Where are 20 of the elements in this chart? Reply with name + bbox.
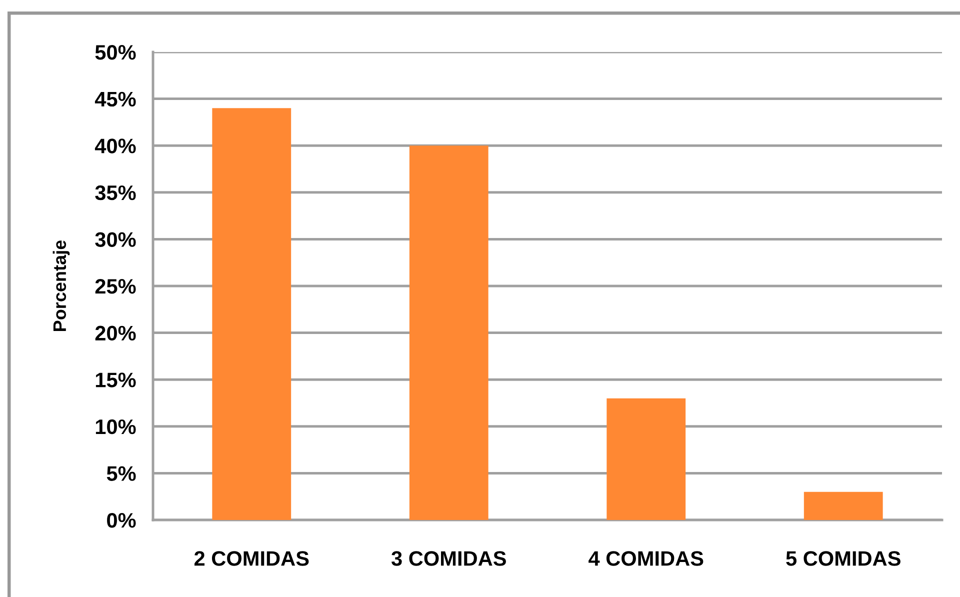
y-axis-title: Porcentaje (52, 240, 70, 331)
y-tick-label: 30% (95, 232, 136, 247)
y-tick-label: 10% (96, 419, 136, 434)
y-tick-label: 0% (107, 513, 136, 528)
x-tick-label: 4 COMIDAS (588, 551, 704, 566)
y-tick-label: 20% (95, 326, 136, 341)
y-tick-label: 15% (96, 372, 136, 388)
x-tick-label: 2 COMIDAS (194, 551, 309, 566)
y-tick-label: 50% (95, 45, 136, 60)
y-tick-label: 45% (94, 92, 136, 107)
bar (606, 398, 686, 520)
y-tick-label: 5% (106, 466, 136, 481)
y-tick-label: 40% (94, 138, 136, 154)
bar (804, 492, 883, 520)
x-tick-label: 5 COMIDAS (786, 551, 900, 566)
y-tick-label: 25% (95, 279, 136, 294)
x-tick-label: 3 COMIDAS (391, 551, 506, 566)
bar (212, 108, 292, 520)
bar (409, 146, 488, 520)
y-tick-label: 35% (95, 185, 136, 200)
